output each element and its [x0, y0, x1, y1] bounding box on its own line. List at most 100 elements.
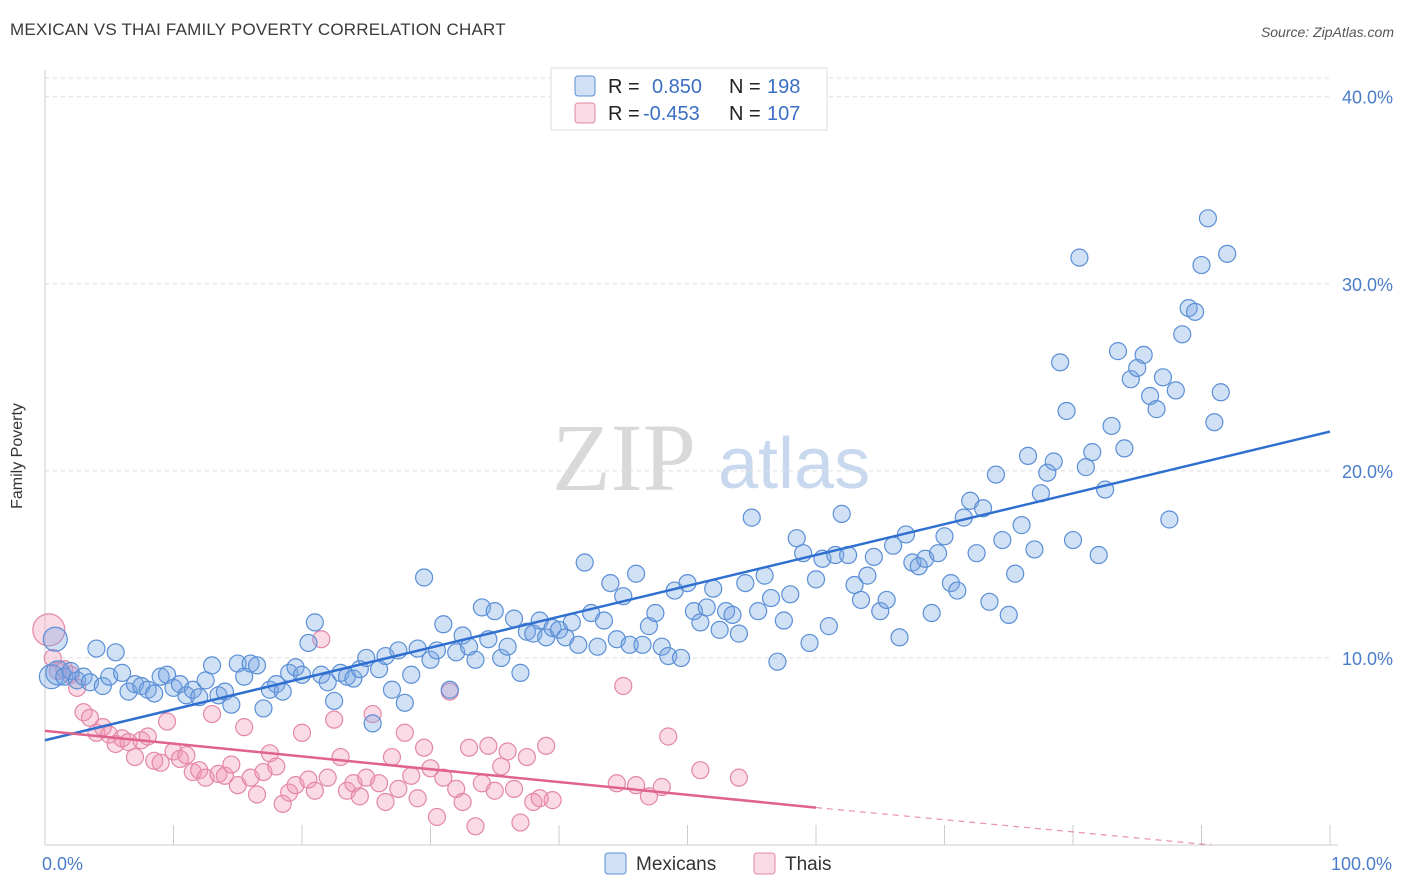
thais-point-51: [363, 704, 382, 724]
mexicans-point-131: [877, 590, 896, 610]
mexicans-point-25: [196, 671, 215, 690]
mexicans-point-88: [601, 573, 620, 593]
thais-point-79: [543, 791, 562, 810]
thais-point-71: [492, 757, 511, 776]
mexicans-point-9: [93, 676, 112, 696]
mexicans-point-0: [38, 664, 65, 690]
mexicans-point-167: [1108, 342, 1128, 361]
mexicans-point-173: [1147, 400, 1166, 419]
mexicans-point-129: [864, 547, 883, 567]
thais-point-33: [247, 785, 267, 804]
thais-point-38: [280, 783, 299, 802]
mexicans-point-116: [781, 585, 800, 604]
thais-point-78: [537, 736, 556, 755]
source-label: Source: ZipAtlas.com: [1260, 24, 1394, 40]
mexicans-point-71: [492, 648, 511, 668]
thais-point-70: [485, 781, 504, 800]
mexicans-point-73: [504, 609, 524, 628]
thais-point-31: [235, 718, 254, 737]
mexicans-point-12: [112, 663, 132, 682]
mexicans-point-1: [42, 626, 68, 652]
mexicans-point-147: [980, 592, 999, 611]
mexicans-point-70: [485, 602, 504, 621]
mexicans-point-161: [1070, 248, 1089, 267]
mexicans-points: [38, 209, 1237, 733]
thais-point-44: [318, 768, 337, 787]
mexicans-point-34: [254, 699, 273, 718]
mexicans-point-145: [967, 544, 986, 563]
x-tick-label-max: 100.0%: [1331, 854, 1392, 874]
mexicans-point-160: [1063, 530, 1083, 550]
mexicans-point-87: [594, 611, 614, 630]
thais-point-49: [350, 787, 369, 806]
bottom-legend-swatch-thais: [753, 852, 776, 875]
thais-point-62: [434, 768, 453, 787]
watermark-atlas: atlas: [718, 424, 870, 504]
thais-point-55: [389, 779, 408, 798]
mexicans-point-128: [858, 566, 877, 585]
mexicans-point-164: [1089, 545, 1108, 565]
thais-trend-line: [44, 729, 817, 809]
mexicans-point-170: [1128, 358, 1147, 378]
thais-point-27: [209, 764, 228, 784]
mexicans-point-133: [890, 628, 909, 647]
mexicans-point-184: [1218, 244, 1237, 263]
thais-point-69: [479, 736, 498, 755]
mexicans-point-115: [774, 611, 793, 630]
mexicans-point-124: [832, 504, 851, 523]
chart-title: MEXICAN VS THAI FAMILY POVERTY CORRELATI…: [10, 20, 506, 39]
trend-lines: [44, 430, 1331, 846]
thais-point-54: [382, 747, 402, 767]
mexicans-point-94: [639, 617, 659, 636]
mexicans-point-148: [986, 465, 1006, 484]
mexicans-point-39: [286, 658, 305, 677]
mexicans-point-60: [421, 650, 440, 669]
mexicans-point-54: [382, 680, 402, 699]
mexicans-point-120: [806, 570, 826, 589]
mexicans-point-108: [729, 624, 749, 643]
thais-point-41: [299, 770, 318, 789]
mexicans-point-157: [1044, 452, 1063, 471]
mexicans-point-182: [1205, 413, 1224, 432]
mexicans-point-152: [1012, 516, 1031, 535]
thais-point-73: [504, 779, 524, 798]
axes: [44, 70, 1338, 846]
bottom-legend-label-thais: Thais: [785, 854, 831, 875]
mexicans-point-103: [697, 598, 716, 617]
thais-point-56: [395, 723, 414, 742]
thais-point-0: [32, 613, 66, 647]
thais-point-74: [511, 813, 530, 832]
mexicans-point-179: [1185, 302, 1205, 321]
mexicans-point-51: [363, 714, 382, 733]
mexicans-point-168: [1115, 439, 1134, 458]
mexicans-point-96: [652, 637, 671, 656]
mexicans-point-23: [183, 680, 202, 699]
thais-point-24: [190, 761, 209, 780]
mexicans-point-181: [1198, 209, 1218, 228]
mexicans-point-56: [395, 693, 414, 712]
thais-point-26: [202, 704, 222, 724]
legend-r-value-mexicans: 0.850: [652, 76, 702, 98]
mexicans-point-72: [498, 637, 517, 656]
mexicans-point-84: [575, 553, 594, 572]
legend-r-value-thais: -0.453: [643, 103, 700, 125]
y-tick-label-2: 30.0%: [1342, 275, 1393, 295]
thais-point-53: [376, 792, 395, 812]
mexicans-point-29: [222, 695, 241, 714]
mexicans-point-44: [318, 673, 337, 692]
mexicans-point-19: [157, 665, 177, 684]
thais-point-19: [157, 712, 177, 731]
thais-point-52: [370, 774, 389, 793]
thais-point-37: [273, 794, 292, 813]
mexicans-point-83: [569, 635, 588, 654]
mexicans-point-31: [235, 667, 254, 686]
mexicans-point-48: [344, 669, 363, 688]
mexicans-point-105: [710, 620, 729, 639]
thais-point-64: [447, 779, 466, 798]
thais-point-66: [459, 738, 479, 757]
mexicans-point-126: [845, 575, 864, 595]
mexicans-point-110: [742, 508, 761, 527]
mexicans-point-176: [1166, 381, 1185, 400]
mexicans-point-140: [935, 527, 954, 546]
